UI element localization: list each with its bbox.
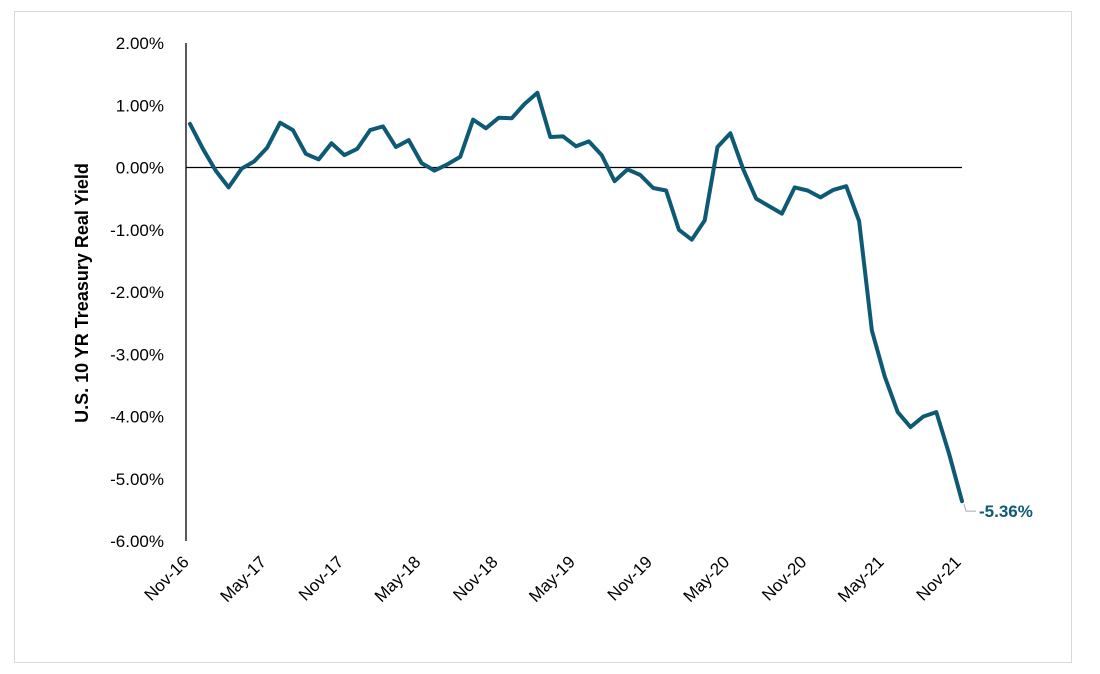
data-point — [342, 153, 346, 157]
x-tick-label: May-18 — [371, 552, 425, 606]
y-tick-label: -4.00% — [110, 408, 164, 427]
end-data-label: -5.36% — [979, 502, 1033, 521]
x-tick-label: Nov-21 — [913, 552, 965, 604]
y-tick-label: -3.00% — [110, 345, 164, 364]
data-point — [471, 118, 475, 122]
data-point — [844, 184, 848, 188]
data-point — [355, 147, 359, 151]
data-point — [381, 124, 385, 128]
data-points — [188, 91, 964, 503]
data-point — [317, 157, 321, 161]
data-point — [535, 91, 539, 95]
data-point — [793, 185, 797, 189]
data-point — [960, 499, 964, 503]
data-point — [921, 415, 925, 419]
data-point — [831, 188, 835, 192]
data-point — [574, 144, 578, 148]
y-tick-label: -5.00% — [110, 470, 164, 489]
data-point — [330, 141, 334, 145]
data-point — [201, 147, 205, 151]
data-point — [394, 145, 398, 149]
data-point — [883, 375, 887, 379]
data-point — [703, 218, 707, 222]
data-point — [445, 162, 449, 166]
data-point — [420, 161, 424, 165]
data-point — [278, 121, 282, 125]
y-tick-label: -2.00% — [110, 283, 164, 302]
y-tick-label: -6.00% — [110, 532, 164, 551]
data-point — [767, 204, 771, 208]
data-point — [909, 425, 913, 429]
data-point — [304, 152, 308, 156]
chart-frame — [14, 11, 1072, 663]
x-tick-label: May-19 — [525, 552, 579, 606]
data-point — [188, 122, 192, 126]
data-point — [613, 179, 617, 183]
data-point — [664, 189, 668, 193]
data-point — [677, 228, 681, 232]
data-point — [239, 167, 243, 171]
y-tick-label: 2.00% — [116, 34, 164, 53]
data-point — [741, 167, 745, 171]
data-point — [368, 128, 372, 132]
data-point — [252, 159, 256, 163]
x-tick-label: Nov-18 — [449, 552, 501, 604]
x-tick-label: Nov-19 — [604, 552, 656, 604]
data-point — [510, 116, 514, 120]
end-label-leader — [963, 504, 976, 512]
data-point — [716, 145, 720, 149]
data-point — [227, 185, 231, 189]
x-tick-labels: Nov-16 May-17 Nov-17 May-18 Nov-18 May-19 Nov-… — [141, 552, 965, 606]
data-point — [934, 410, 938, 414]
x-tick-label: May-20 — [680, 552, 734, 606]
data-point — [728, 131, 732, 135]
data-point — [432, 169, 436, 173]
x-tick-label: Nov-17 — [295, 552, 347, 604]
data-point — [625, 167, 629, 171]
y-tick-labels: 2.00% 1.00% 0.00% -1.00% -2.00% -3.00% -4.00% -… — [110, 34, 164, 551]
y-axis-label: U.S. 10 YR Treasury Real Yield — [72, 163, 92, 423]
data-point — [870, 329, 874, 333]
x-tick-label: May-17 — [217, 552, 271, 606]
data-point — [857, 219, 861, 223]
data-point — [458, 155, 462, 159]
data-point — [291, 128, 295, 132]
data-point — [548, 135, 552, 139]
data-point — [818, 195, 822, 199]
data-point — [638, 173, 642, 177]
data-point — [407, 138, 411, 142]
data-point — [896, 410, 900, 414]
x-tick-label: May-21 — [834, 552, 888, 606]
data-point — [587, 139, 591, 143]
x-tick-label: Nov-16 — [141, 552, 193, 604]
data-point — [265, 146, 269, 150]
data-point — [806, 189, 810, 193]
y-tick-label: 1.00% — [116, 96, 164, 115]
data-point — [754, 197, 758, 201]
data-point — [214, 169, 218, 173]
data-point — [600, 153, 604, 157]
series-line — [188, 90, 964, 504]
y-tick-label: 0.00% — [116, 159, 164, 178]
data-point — [780, 212, 784, 216]
data-point — [561, 134, 565, 138]
data-point — [651, 186, 655, 190]
data-point — [484, 126, 488, 130]
data-point — [497, 116, 501, 120]
data-point — [947, 452, 951, 456]
data-point — [690, 238, 694, 242]
x-tick-label: Nov-20 — [758, 552, 810, 604]
data-point — [523, 102, 527, 106]
y-tick-label: -1.00% — [110, 221, 164, 240]
